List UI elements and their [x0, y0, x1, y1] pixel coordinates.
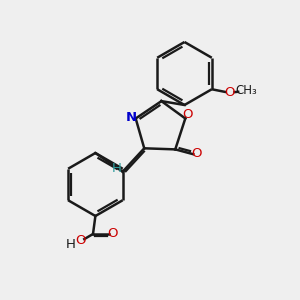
Text: N: N [125, 111, 136, 124]
Text: CH₃: CH₃ [236, 84, 257, 97]
Text: H: H [66, 238, 76, 251]
Text: O: O [75, 234, 86, 247]
Text: O: O [182, 108, 193, 122]
Text: O: O [107, 227, 118, 240]
Text: H: H [112, 162, 122, 175]
Text: O: O [192, 147, 202, 160]
Text: O: O [224, 86, 235, 99]
